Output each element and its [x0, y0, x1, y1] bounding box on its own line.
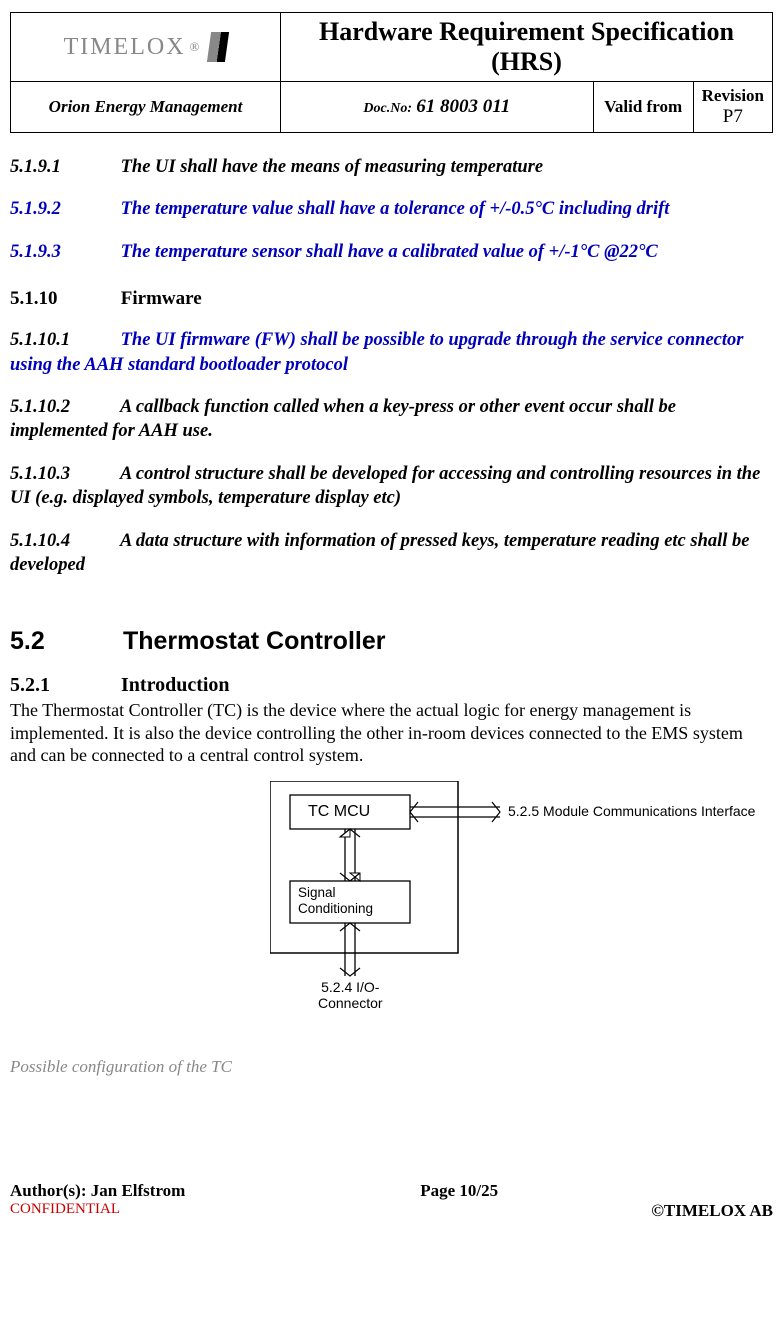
- heading-text: Firmware: [121, 288, 202, 309]
- requirement-item: 5.1.9.2 The temperature value shall have…: [10, 197, 773, 221]
- req-text: The temperature value shall have a toler…: [121, 199, 670, 219]
- reg-mark: ®: [190, 39, 202, 55]
- requirement-item: 5.1.10.2 A callback function called when…: [10, 395, 773, 444]
- bottom-label-2: Connector: [318, 995, 383, 1011]
- section-heading: 5.2 Thermostat Controller: [10, 627, 773, 656]
- confidential-label: CONFIDENTIAL: [10, 1201, 120, 1221]
- logo-icon: [207, 32, 229, 62]
- logo-text: TIMELOX: [64, 34, 186, 61]
- req-text: The UI firmware (FW) shall be possible t…: [10, 330, 743, 374]
- requirement-item: 5.1.9.1 The UI shall have the means of m…: [10, 155, 773, 179]
- tc-diagram: TC MCU Signal Conditioning 5.2.5 Module …: [270, 781, 773, 1011]
- docno-cell: Doc.No: 61 8003 011: [281, 82, 594, 133]
- req-text: A data structure with information of pre…: [10, 531, 750, 575]
- revision-cell: Revision P7: [693, 82, 772, 133]
- mcu-label: TC MCU: [308, 803, 370, 821]
- subsection-heading: 5.2.1 Introduction: [10, 674, 773, 697]
- heading-num: 5.1.10: [10, 288, 116, 310]
- intro-paragraph: The Thermostat Controller (TC) is the de…: [10, 699, 773, 767]
- doc-title: Hardware Requirement Specification (HRS): [281, 13, 773, 82]
- section-title: Thermostat Controller: [123, 627, 386, 655]
- section-num: 5.2: [10, 627, 116, 656]
- req-num: 5.1.9.2: [10, 197, 116, 221]
- docno-label: Doc.No:: [363, 101, 412, 116]
- req-num: 5.1.9.1: [10, 155, 116, 179]
- req-num: 5.1.10.1: [10, 328, 116, 352]
- logo-cell: TIMELOX®: [11, 13, 281, 82]
- footer: Author(s): Jan Elfstrom Page 10/25 CONFI…: [10, 1181, 773, 1221]
- requirement-item: 5.1.10.1 The UI firmware (FW) shall be p…: [10, 328, 773, 377]
- req-text: A control structure shall be developed f…: [10, 464, 760, 508]
- signal-label-2: Conditioning: [298, 901, 373, 917]
- firmware-heading: 5.1.10 Firmware: [10, 288, 773, 310]
- signal-label-1: Signal: [298, 885, 336, 901]
- req-text: The UI shall have the means of measuring…: [121, 157, 543, 177]
- sub-title: Introduction: [121, 674, 230, 696]
- project-name: Orion Energy Management: [11, 82, 281, 133]
- req-num: 5.1.10.3: [10, 462, 116, 486]
- revision-label: Revision: [702, 86, 764, 106]
- requirement-item: 5.1.9.3 The temperature sensor shall hav…: [10, 240, 773, 264]
- sub-num: 5.2.1: [10, 674, 116, 697]
- page-number: Page 10/25: [145, 1181, 773, 1201]
- content: 5.1.9.1 The UI shall have the means of m…: [10, 155, 773, 1011]
- requirement-item: 5.1.10.4 A data structure with informati…: [10, 529, 773, 578]
- req-num: 5.1.10.4: [10, 529, 116, 553]
- diagram-caption: Possible configuration of the TC: [10, 1057, 232, 1077]
- valid-from: Valid from: [593, 82, 693, 133]
- bottom-label-1: 5.2.4 I/O-: [318, 979, 383, 995]
- docno-value: 61 8003 011: [416, 96, 510, 117]
- copyright: ©TIMELOX AB: [651, 1201, 773, 1221]
- req-text: The temperature sensor shall have a cali…: [121, 242, 658, 262]
- revision-value: P7: [702, 106, 764, 128]
- req-num: 5.1.9.3: [10, 240, 116, 264]
- requirement-item: 5.1.10.3 A control structure shall be de…: [10, 462, 773, 511]
- right-label: 5.2.5 Module Communications Interface: [508, 803, 755, 819]
- doc-header-table: TIMELOX® Hardware Requirement Specificat…: [10, 12, 773, 133]
- logo: TIMELOX®: [64, 32, 228, 62]
- req-num: 5.1.10.2: [10, 395, 116, 419]
